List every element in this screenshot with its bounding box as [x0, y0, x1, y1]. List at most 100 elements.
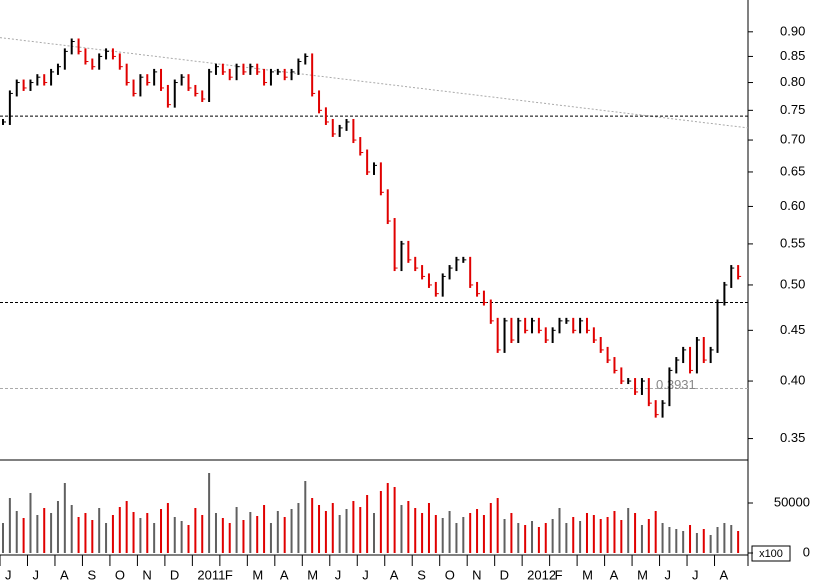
volume-bar — [524, 525, 527, 553]
volume-bar — [730, 525, 733, 553]
volume-bar — [599, 519, 602, 553]
x-tick-label: J — [32, 567, 39, 582]
volume-bar — [132, 512, 135, 553]
y-tick-label: 0.35 — [780, 430, 805, 445]
volume-bar — [194, 508, 197, 553]
volume-bar — [379, 491, 382, 553]
volume-bar — [640, 525, 643, 553]
volume-bar — [462, 517, 465, 553]
volume-bar — [503, 519, 506, 553]
y-tick-label: 0.70 — [780, 131, 805, 146]
volume-bar — [125, 501, 128, 553]
volume-bar — [517, 523, 520, 553]
x-tick-label: 2012 — [527, 567, 556, 582]
volume-bar — [214, 513, 217, 553]
volume-bar — [98, 508, 101, 553]
volume-bar — [263, 505, 266, 553]
volume-bar — [737, 531, 740, 553]
volume-bar — [70, 505, 73, 553]
volume-bar — [180, 521, 183, 553]
volume-bar — [565, 523, 568, 553]
volume-bar — [476, 509, 479, 553]
y-tick-label: 0.45 — [780, 322, 805, 337]
x-tick-label: D — [170, 567, 179, 582]
y-tick-label: 0.85 — [780, 48, 805, 63]
volume-bar — [441, 518, 444, 553]
volume-bar — [22, 518, 25, 553]
volume-bar — [689, 525, 692, 553]
volume-bar — [469, 513, 472, 553]
volume-bar — [537, 527, 540, 553]
volume-bar — [359, 507, 362, 553]
x-tick-label: J — [692, 567, 699, 582]
support-label: 0.3931 — [656, 377, 696, 392]
volume-bar — [166, 503, 169, 553]
volume-bar — [221, 518, 224, 553]
x-tick-label: J — [665, 567, 672, 582]
volume-bar — [338, 515, 341, 553]
y-tick-label: 0.55 — [780, 235, 805, 250]
volume-bar — [201, 515, 204, 553]
volume-bar — [592, 515, 595, 553]
volume-bar — [366, 495, 369, 553]
volume-bar — [448, 511, 451, 553]
volume-bar — [160, 509, 163, 553]
volume-bar — [77, 517, 80, 553]
x-tick-label: A — [60, 567, 69, 582]
volume-bar — [153, 523, 156, 553]
volume-bar — [634, 513, 637, 553]
x-tick-label: F — [555, 567, 563, 582]
volume-bar — [393, 487, 396, 553]
volume-bar — [414, 508, 417, 553]
volume-bar — [496, 498, 499, 553]
trend-line — [0, 37, 749, 129]
x-tick-label: N — [472, 567, 481, 582]
y2-tick-label: 50000 — [774, 494, 810, 509]
x-tick-label: S — [87, 567, 96, 582]
volume-bar — [311, 498, 314, 553]
volume-bar — [173, 517, 176, 553]
volume-bar — [324, 511, 327, 553]
volume-bar — [146, 513, 149, 553]
x-tick-label: 2011 — [197, 567, 225, 582]
volume-bar — [91, 520, 94, 553]
volume-bar — [709, 535, 712, 553]
x-tick-label: J — [335, 567, 342, 582]
volume-bar — [63, 483, 66, 553]
x-tick-label: A — [720, 567, 729, 582]
volume-bar — [242, 520, 245, 553]
volume-bar — [627, 508, 630, 553]
x-tick-label: F — [225, 567, 233, 582]
volume-bar — [434, 515, 437, 553]
y2-tick-label: 0 — [803, 544, 810, 559]
volume-bar — [235, 507, 238, 553]
volume-bar — [290, 509, 293, 553]
volume-bar — [585, 513, 588, 553]
volume-bar — [2, 523, 4, 553]
y-tick-label: 0.90 — [780, 23, 805, 38]
volume-bar — [8, 498, 11, 553]
volume-bar — [489, 503, 492, 553]
volume-bar — [716, 527, 719, 553]
volume-bar — [269, 523, 272, 553]
x-tick-label: D — [500, 567, 509, 582]
volume-bar — [297, 503, 300, 553]
volume-bar — [407, 501, 410, 553]
volume-bar — [283, 517, 286, 553]
volume-bar — [702, 529, 705, 553]
x-tick-label: M — [252, 567, 263, 582]
volume-bar — [331, 503, 334, 553]
volume-bar — [187, 525, 190, 553]
x-tick-label: J — [362, 567, 369, 582]
volume-bar — [256, 516, 259, 553]
volume-bar — [531, 521, 534, 553]
volume-bar — [723, 523, 726, 553]
volume-bar — [558, 508, 561, 553]
volume-bar — [675, 529, 678, 553]
volume-bar — [654, 511, 657, 553]
volume-bar — [455, 523, 458, 553]
volume-unit: x100 — [759, 548, 783, 560]
volume-bar — [695, 533, 698, 553]
